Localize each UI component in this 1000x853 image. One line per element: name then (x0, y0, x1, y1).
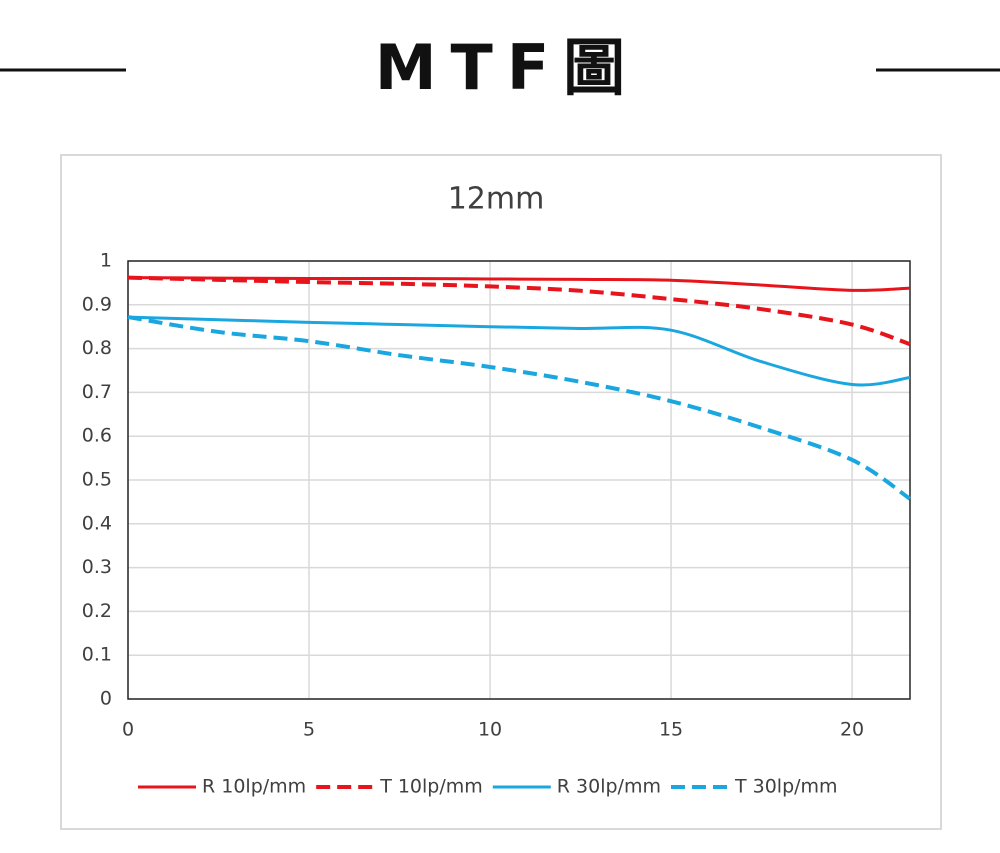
legend-label: T 10lp/mm (379, 776, 483, 798)
series-line (127, 315, 911, 387)
chart-title: 12mm (448, 182, 545, 217)
y-tick-label: 0.5 (82, 469, 112, 491)
x-tick-label: 20 (840, 719, 864, 741)
x-tick-label: 0 (122, 719, 134, 741)
chart-frame (60, 154, 942, 830)
y-tick-label: 0 (100, 688, 112, 710)
y-tick-label: 0.8 (82, 337, 112, 359)
x-tick-label: 5 (303, 719, 315, 741)
legend-label: R 30lp/mm (557, 776, 661, 798)
series-line (127, 276, 911, 292)
series-line (127, 275, 911, 347)
page-heading: MTF圖 (375, 31, 639, 104)
y-tick-label: 1 (100, 250, 112, 272)
legend-label: R 10lp/mm (202, 776, 306, 798)
y-tick-label: 0.3 (82, 556, 112, 578)
plot-border (127, 260, 911, 700)
x-tick-label: 10 (478, 719, 502, 741)
y-tick-label: 0.4 (82, 512, 112, 534)
y-tick-label: 0.6 (82, 425, 112, 447)
y-tick-label: 0.1 (82, 644, 112, 666)
y-tick-label: 0.9 (82, 293, 112, 315)
y-tick-label: 0.7 (82, 381, 112, 403)
legend-label: T 30lp/mm (734, 776, 838, 798)
series-line (127, 315, 912, 501)
x-tick-label: 15 (659, 719, 683, 741)
y-tick-label: 0.2 (82, 600, 112, 622)
